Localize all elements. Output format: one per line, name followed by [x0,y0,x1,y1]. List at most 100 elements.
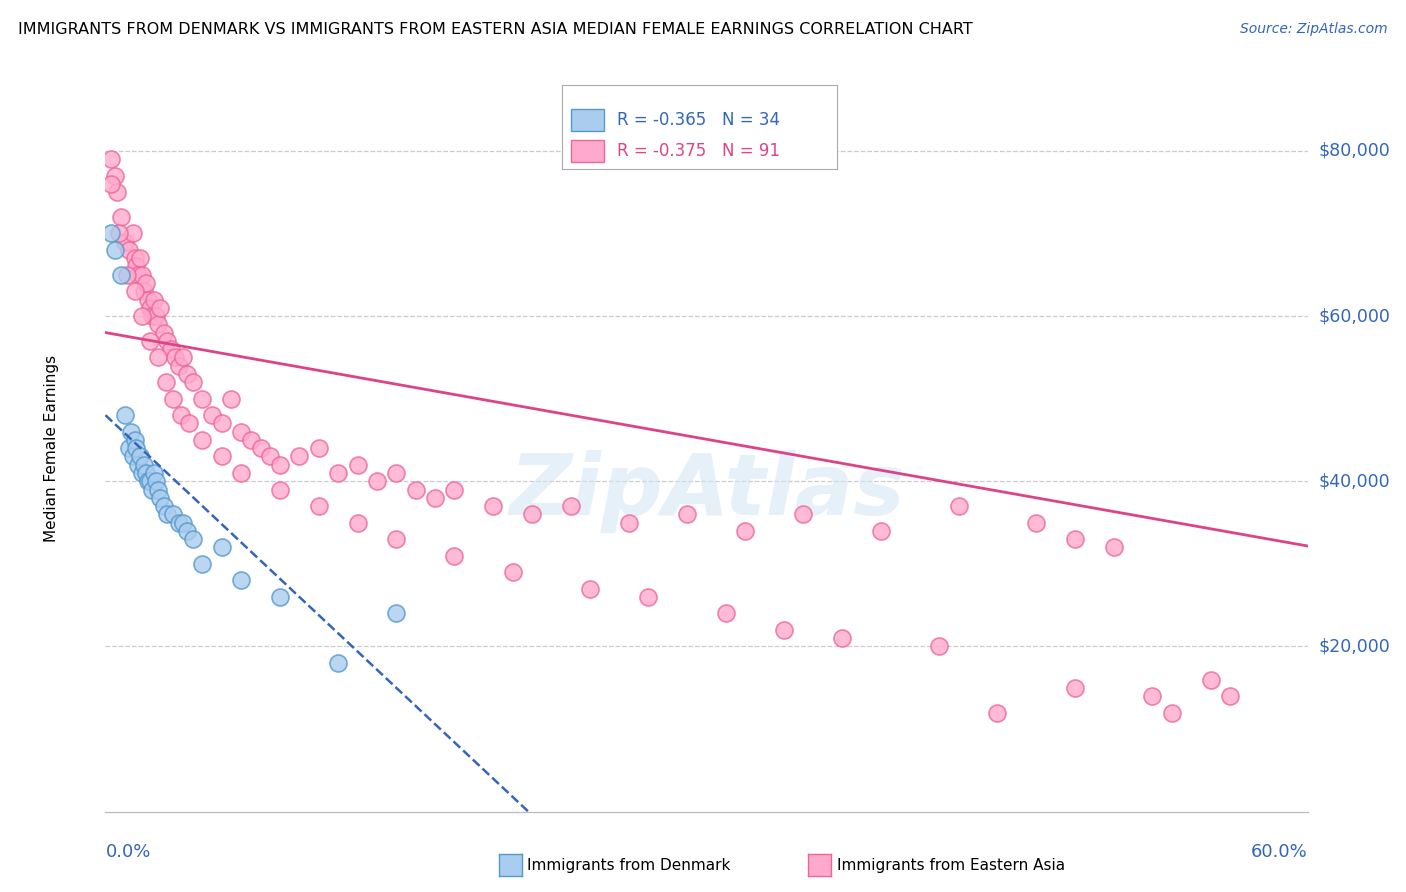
Point [714,607,737,621]
Point [149,301,172,315]
Point [172,351,194,365]
Point [131,466,153,480]
Point [1064,532,1087,546]
Point [110,268,132,282]
Point [141,483,163,497]
Point [121,450,143,464]
Point [170,408,193,422]
Point [100,227,122,241]
Point [160,342,183,356]
Point [176,367,198,381]
Text: IMMIGRANTS FROM DENMARK VS IMMIGRANTS FROM EASTERN ASIA MEDIAN FEMALE EARNINGS C: IMMIGRANTS FROM DENMARK VS IMMIGRANTS FR… [18,22,973,37]
Point [385,466,408,480]
Point [1064,681,1087,695]
Point [129,251,152,265]
Text: R = -0.375   N = 91: R = -0.375 N = 91 [617,142,780,160]
Point [124,433,146,447]
Point [1160,706,1182,720]
Point [520,508,543,522]
Point [211,541,233,555]
Point [617,516,640,530]
Point [1199,673,1222,687]
Point [125,260,148,274]
Point [120,425,142,439]
Point [346,458,368,472]
Point [124,285,146,299]
Point [114,408,136,422]
Text: Median Female Earnings: Median Female Earnings [44,355,59,541]
Point [142,466,165,480]
Point [110,210,132,224]
Point [385,532,408,546]
Point [366,475,388,489]
Point [1102,541,1125,555]
Point [308,442,330,455]
Point [191,433,214,447]
Point [129,450,152,464]
Point [181,375,204,389]
Point [100,152,122,166]
Point [134,458,156,472]
Point [105,185,128,199]
Point [136,475,159,489]
Point [152,499,174,513]
Point [948,499,970,513]
Point [118,442,141,455]
Point [167,359,190,373]
Point [139,475,162,489]
Point [928,640,950,654]
Point [201,408,224,422]
Point [124,251,146,265]
Point [239,433,262,447]
Text: 0.0%: 0.0% [105,843,150,861]
Point [423,491,446,505]
Point [405,483,427,497]
Point [134,285,156,299]
Point [115,268,138,282]
Point [146,318,169,332]
Point [502,565,524,579]
Point [127,458,149,472]
Point [560,499,582,513]
Point [734,524,756,538]
Point [676,508,699,522]
Point [135,466,157,480]
Point [152,326,174,340]
Point [156,508,179,522]
Point [114,235,136,249]
Point [579,582,602,596]
Point [288,450,311,464]
Text: Immigrants from Denmark: Immigrants from Denmark [527,858,731,872]
Point [177,417,200,431]
Point [139,334,162,348]
Point [162,392,184,406]
Point [172,516,194,530]
Point [146,483,169,497]
Point [870,524,893,538]
Text: $80,000: $80,000 [1319,142,1391,160]
Point [792,508,814,522]
Point [259,450,281,464]
Point [1142,689,1164,703]
Point [221,392,243,406]
Point [135,276,157,290]
Point [139,301,162,315]
Point [231,574,253,588]
Text: $20,000: $20,000 [1319,638,1391,656]
Point [142,293,165,307]
Point [104,169,127,183]
Point [269,458,291,472]
Text: 60.0%: 60.0% [1251,843,1308,861]
Point [326,466,349,480]
Text: Immigrants from Eastern Asia: Immigrants from Eastern Asia [837,858,1064,872]
Point [211,450,233,464]
Text: R = -0.365   N = 34: R = -0.365 N = 34 [617,112,780,129]
Point [637,590,659,604]
Point [155,375,177,389]
Point [136,293,159,307]
Point [443,483,465,497]
Point [249,442,271,455]
Point [211,417,233,431]
Point [385,607,408,621]
Point [1025,516,1047,530]
